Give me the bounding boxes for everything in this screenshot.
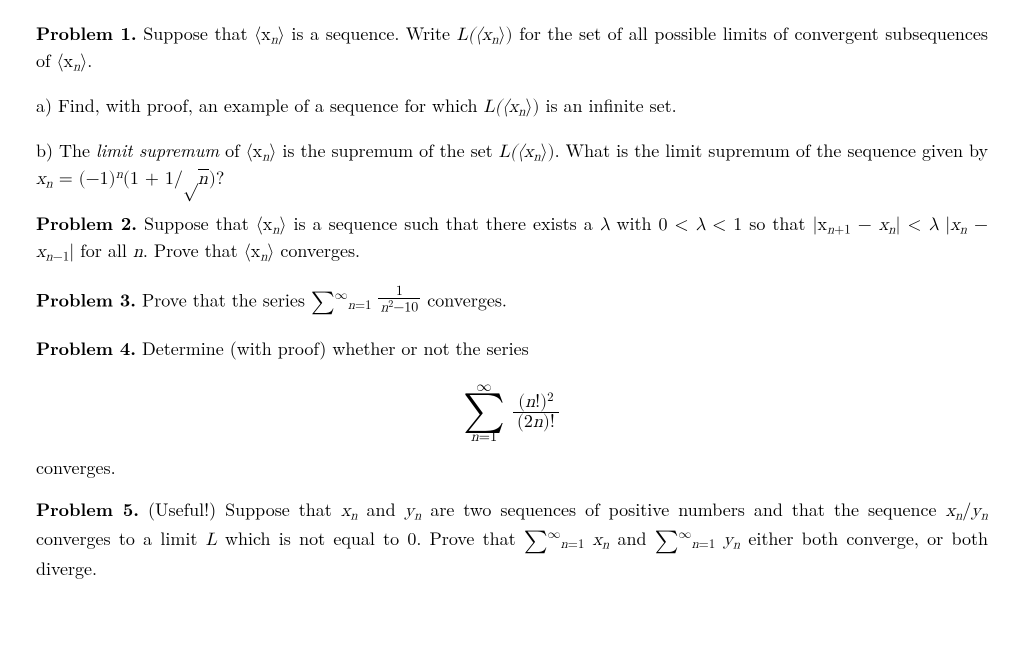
problem-5-label: Problem 5. bbox=[36, 497, 139, 522]
display-sum: ∞ ∑ n=1 bbox=[463, 379, 505, 444]
problem-5: Problem 5. (Useful!) Suppose that xn and… bbox=[36, 498, 988, 581]
problem-4-display: ∞ ∑ n=1 (n!)2 (2n)! bbox=[36, 379, 988, 444]
problem-1a: a) Find, with proof, an example of a seq… bbox=[36, 94, 988, 121]
problem-2-label: Problem 2. bbox=[36, 211, 137, 236]
problem-1-label: Problem 1. bbox=[36, 21, 137, 46]
inline-sum: ∑∞n=1 1n2−10 bbox=[311, 292, 421, 310]
display-fraction: (n!)2 (2n)! bbox=[513, 391, 559, 432]
problem-1-intro: Problem 1. Suppose that ⟨xn⟩ is a sequen… bbox=[36, 22, 988, 76]
problem-3-label: Problem 3. bbox=[36, 287, 136, 312]
inline-sum-y: ∑∞n=1 yn bbox=[655, 531, 740, 549]
problem-4-intro: Problem 4. Determine (with proof) whethe… bbox=[36, 337, 988, 361]
problem-4-outro: converges. bbox=[36, 456, 988, 480]
problem-4-label: Problem 4. bbox=[36, 336, 136, 361]
problem-1b: b) The limit supremum of ⟨xn⟩ is the sup… bbox=[36, 139, 988, 193]
problem-2: Problem 2. Suppose that ⟨xn⟩ is a sequen… bbox=[36, 212, 988, 266]
inline-sum-x: ∑∞n=1 xn bbox=[524, 531, 609, 549]
problem-3: Problem 3. Prove that the series ∑∞n=1 1… bbox=[36, 284, 988, 319]
